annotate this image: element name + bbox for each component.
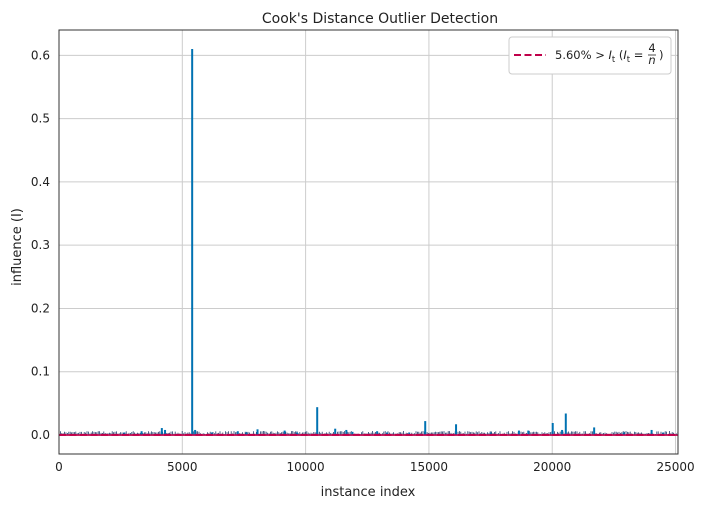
y-axis-label: influence (I) bbox=[10, 208, 25, 286]
legend-close-paren: ) bbox=[659, 48, 664, 62]
x-tick-label: 25000 bbox=[656, 460, 694, 474]
x-tick-label: 20000 bbox=[533, 460, 571, 474]
legend-box bbox=[508, 36, 672, 75]
x-tick-label: 10000 bbox=[287, 460, 325, 474]
y-tick-label: 0.3 bbox=[31, 238, 50, 252]
x-tick-label: 0 bbox=[55, 460, 63, 474]
x-tick-label: 15000 bbox=[410, 460, 448, 474]
y-tick-label: 0.5 bbox=[31, 112, 50, 126]
grid-layer bbox=[58, 30, 678, 454]
y-tick-label: 0.2 bbox=[31, 301, 50, 315]
x-tick-label: 5000 bbox=[167, 460, 198, 474]
y-tick-label: 0.6 bbox=[31, 48, 50, 62]
legend-fraction-numerator: 4 bbox=[648, 41, 655, 55]
y-tick-label: 0.0 bbox=[31, 428, 50, 442]
legend-fraction-denominator: n bbox=[648, 53, 655, 67]
chart-title: Cook's Distance Outlier Detection bbox=[262, 11, 498, 27]
y-tick-label: 0.4 bbox=[31, 175, 50, 189]
legend-label: 5.60% > It (It = bbox=[555, 48, 643, 65]
x-axis-label: instance index bbox=[321, 485, 416, 500]
tick-labels: 0 5000 10000 15000 20000 25000 0.0 0.1 0.2 0.3 0.4… bbox=[31, 48, 695, 474]
y-tick-label: 0.1 bbox=[31, 365, 50, 379]
plot-frame bbox=[58, 29, 679, 455]
stem-layer bbox=[123, 48, 665, 436]
legend: 5.60% > It (It = 4 n ) bbox=[508, 36, 672, 75]
plot-border bbox=[58, 29, 679, 455]
